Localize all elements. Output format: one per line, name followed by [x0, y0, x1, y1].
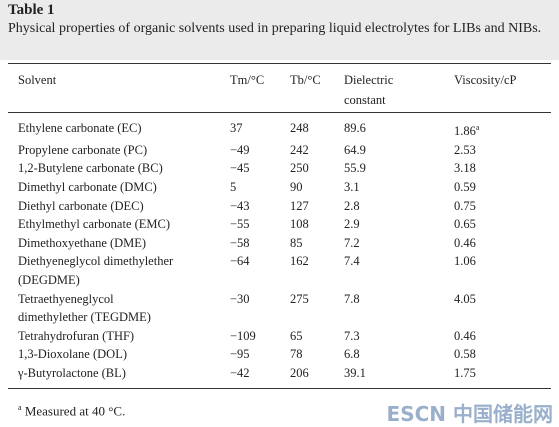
caption-band: Table 1 Physical properties of organic s…	[0, 0, 559, 60]
table-cell: 1.06	[454, 254, 476, 269]
table-row: 1,3-Dioxolane (DOL) −95 78 6.8 0.58	[8, 345, 551, 364]
column-header: Solvent	[18, 73, 57, 87]
table-cell: 0.46	[454, 235, 476, 250]
table-row: 1,2-Butylene carbonate (BC) −45 250 55.9 3.1…	[8, 159, 551, 178]
table-cell: Diethyl carbonate (DEC)	[18, 198, 144, 213]
table-cell: 2.9	[344, 217, 360, 232]
table-cell: 2.8	[344, 198, 360, 213]
table-cell: 3.18	[454, 161, 476, 176]
table-cell: 248	[290, 121, 309, 135]
table-cell: 0.59	[454, 179, 476, 194]
table-cell: 5	[230, 179, 237, 194]
table-cell: 65	[290, 328, 303, 343]
table-cell: 1,2-Butylene carbonate (BC)	[18, 161, 163, 176]
table-cell: 7.3	[344, 328, 360, 343]
table-cell: 39.1	[344, 365, 366, 380]
column-header: Dielectric constant	[344, 73, 394, 107]
table-cell: Propylene carbonate (PC)	[18, 142, 148, 157]
table-cell: 78	[290, 347, 303, 362]
table-cell: 7.4	[344, 254, 360, 269]
table-row: Dimethyl carbonate (DMC) 5 90 3.1 0.59	[8, 178, 551, 197]
table-row: Dimethoxyethane (DME) −58 85 7.2 0.46	[8, 234, 551, 253]
table-cell: 0.75	[454, 198, 476, 213]
table-row: γ-Butyrolactone (BL) −42 206 39.1 1.75	[8, 364, 551, 389]
footnote-text: Measured at 40 °C.	[24, 403, 126, 419]
table-cell: 242	[290, 142, 309, 157]
table-body: Ethylene carbonate (EC) 37 248 89.6 1.86a Pro…	[8, 113, 551, 389]
table-row: Ethylmethyl carbonate (EMC) −55 108 2.9 0.65	[8, 215, 551, 234]
table-cell: −55	[230, 217, 250, 232]
table-cell: 2.53	[454, 142, 476, 157]
table-cell: Tetrahydrofuran (THF)	[18, 328, 135, 343]
table-cell: 206	[290, 365, 309, 380]
table-cell: Dimethoxyethane (DME)	[18, 235, 147, 250]
table-row: Diethyl carbonate (DEC) −43 127 2.8 0.75	[8, 197, 551, 216]
note-mark: a	[475, 123, 480, 132]
table-row: Tetraethyeneglycol dimethylether (TEGDME…	[8, 290, 551, 327]
table-cell: −58	[230, 235, 250, 250]
table-cell: −43	[230, 198, 250, 213]
footnote: a Measured at 40 °C.	[18, 403, 125, 419]
table-cell: 275	[290, 291, 309, 306]
table-header: Solvent Tm/°C Tb/°C Dielectric constant Visc…	[8, 63, 551, 113]
table-cell: 55.9	[344, 161, 366, 176]
table-title: Table 1	[8, 2, 55, 18]
table-cell: 0.46	[454, 328, 476, 343]
table-cell: Diethyeneglycol dimethylether (DEGDME)	[18, 254, 174, 287]
table: Solvent Tm/°C Tb/°C Dielectric constant Visc…	[8, 63, 551, 389]
column-header: Viscosity/cP	[454, 73, 517, 87]
table-row: Tetrahydrofuran (THF) −109 65 7.3 0.46	[8, 327, 551, 346]
table-cell: −30	[230, 291, 250, 306]
table-cell: −95	[230, 347, 250, 362]
table-row: Diethyeneglycol dimethylether (DEGDME) −6…	[8, 252, 551, 289]
table-row: Propylene carbonate (PC) −49 242 64.9 2.53	[8, 141, 551, 160]
table-cell: 4.05	[454, 291, 476, 306]
table-cell: γ-Butyrolactone (BL)	[18, 365, 126, 380]
table-row: Ethylene carbonate (EC) 37 248 89.6 1.86a	[8, 113, 551, 141]
table-cell: 0.65	[454, 217, 476, 232]
footnote-mark: a	[18, 403, 22, 412]
table-cell: −64	[230, 254, 250, 269]
table-cell: 7.8	[344, 291, 360, 306]
table-cell: Dimethyl carbonate (DMC)	[18, 179, 157, 194]
column-header: Tb/°C	[290, 73, 321, 87]
table-cell: −45	[230, 161, 250, 176]
table-cell: 250	[290, 161, 309, 176]
table-cell: 1.86a	[454, 123, 480, 139]
table-cell: 108	[290, 217, 309, 232]
header-row: Solvent Tm/°C Tb/°C Dielectric constant Visc…	[8, 63, 551, 113]
table-cell: 162	[290, 254, 309, 269]
table-cell: 89.6	[344, 121, 366, 135]
table-cell: 85	[290, 235, 303, 250]
table-caption: Physical properties of organic solvents …	[8, 21, 542, 36]
table-cell: Tetraethyeneglycol dimethylether (TEGDME…	[18, 291, 151, 325]
table-cell: 0.58	[454, 347, 476, 362]
table-cell: 64.9	[344, 142, 366, 157]
table-cell: 7.2	[344, 235, 360, 250]
table-cell: 1.75	[454, 365, 476, 380]
table-cell: 6.8	[344, 347, 360, 362]
table-cell: −109	[230, 328, 256, 343]
table-cell: 1,3-Dioxolane (DOL)	[18, 347, 127, 362]
table-cell: 3.1	[344, 179, 360, 194]
table-cell: −42	[230, 365, 250, 380]
table-cell: Ethylene carbonate (EC)	[18, 121, 142, 135]
table-cell: Ethylmethyl carbonate (EMC)	[18, 217, 171, 232]
table-cell: 37	[230, 121, 243, 135]
table-cell: 90	[290, 179, 303, 194]
column-header: Tm/°C	[230, 73, 265, 87]
watermark: ESCN 中国储能网	[386, 402, 553, 426]
table-cell: −49	[230, 142, 250, 157]
table-cell: 127	[290, 198, 309, 213]
